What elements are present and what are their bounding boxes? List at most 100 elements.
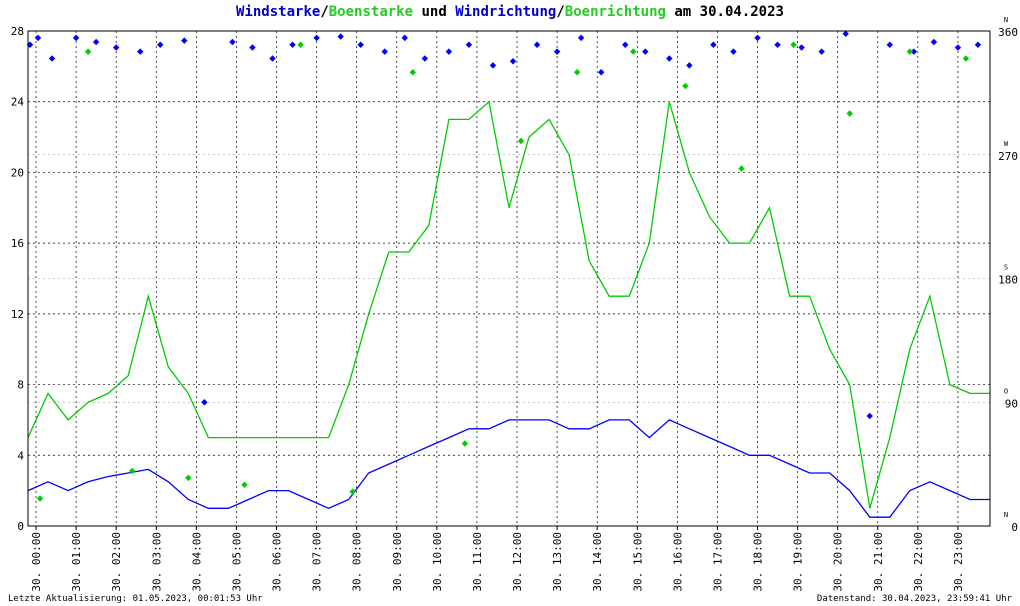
y-right-tick-label: 270 xyxy=(998,150,1018,163)
x-tick-label: 30. 22:00 xyxy=(912,532,925,592)
direction-point-windrichtung xyxy=(686,62,693,69)
direction-point-windrichtung xyxy=(112,44,120,51)
direction-point-windrichtung xyxy=(866,412,873,420)
series-line-windstarke xyxy=(27,419,990,518)
direction-point-windrichtung xyxy=(72,34,80,42)
direction-point-windrichtung xyxy=(269,55,276,62)
direction-point-windrichtung xyxy=(249,44,256,51)
gust-strength-series xyxy=(27,100,990,509)
x-tick-label: 30. 06:00 xyxy=(271,532,284,592)
direction-point-windrichtung xyxy=(445,48,453,55)
direction-point-boenrichtung xyxy=(517,137,525,145)
direction-point-boenrichtung xyxy=(573,69,581,76)
x-tick-label: 30. 16:00 xyxy=(671,532,684,592)
x-tick-label: 30. 02:00 xyxy=(110,532,123,592)
x-tick-label: 30. 15:00 xyxy=(631,532,644,592)
y-left-tick-label: 20 xyxy=(11,166,24,179)
direction-point-windrichtung xyxy=(489,62,497,69)
direction-point-windrichtung xyxy=(229,38,236,46)
direction-point-windrichtung xyxy=(597,69,605,76)
direction-point-boenrichtung xyxy=(297,41,304,48)
direction-point-windrichtung xyxy=(181,37,188,44)
direction-point-windrichtung xyxy=(818,48,825,55)
direction-point-windrichtung xyxy=(954,44,962,51)
direction-point-boenrichtung xyxy=(461,440,469,447)
direction-point-windrichtung xyxy=(48,55,56,62)
direction-point-windrichtung xyxy=(533,41,541,48)
x-tick-label: 30. 17:00 xyxy=(711,532,724,592)
x-tick-label: 30. 09:00 xyxy=(391,532,404,592)
x-tick-label: 30. 21:00 xyxy=(872,532,885,592)
direction-point-windrichtung xyxy=(910,48,918,55)
direction-point-windrichtung xyxy=(774,41,781,48)
title-boenstarke: Boenstarke xyxy=(328,4,414,20)
x-tick-label: 30. 18:00 xyxy=(752,532,765,592)
direction-series xyxy=(26,30,982,502)
direction-point-windrichtung xyxy=(974,41,982,48)
direction-point-boenrichtung xyxy=(241,481,248,488)
direction-point-boenrichtung xyxy=(846,110,853,117)
chart-title: Windstarke/Boenstarke und Windrichtung/B… xyxy=(0,4,1020,20)
title-boenrichtung: Boenrichtung xyxy=(564,4,666,20)
footer-last-update: Letzte Aktualisierung: 01.05.2023, 00:01… xyxy=(8,594,263,604)
title-sep-1: / xyxy=(320,4,329,20)
y-right-tick-label: 90 xyxy=(1005,397,1018,410)
x-tick-label: 30. 23:00 xyxy=(952,532,965,592)
compass-letter: S xyxy=(1004,264,1008,272)
title-date: am 30.04.2023 xyxy=(665,4,784,20)
direction-point-windrichtung xyxy=(553,48,561,55)
direction-point-boenrichtung xyxy=(129,467,136,475)
direction-point-boenrichtung xyxy=(349,488,356,495)
direction-point-windrichtung xyxy=(313,34,320,42)
direction-point-windrichtung xyxy=(798,44,805,51)
direction-point-windrichtung xyxy=(622,41,629,48)
direction-point-windrichtung xyxy=(666,55,673,62)
direction-point-windrichtung xyxy=(92,38,100,46)
x-tick-label: 30. 14:00 xyxy=(591,532,604,592)
direction-point-windrichtung xyxy=(337,33,344,40)
y-left-tick-label: 8 xyxy=(17,379,24,392)
x-tick-label: 30. 08:00 xyxy=(351,532,364,592)
title-mid: und xyxy=(413,4,456,20)
direction-point-boenrichtung xyxy=(738,165,745,172)
direction-point-windrichtung xyxy=(710,41,717,48)
direction-point-windrichtung xyxy=(157,41,164,48)
direction-point-windrichtung xyxy=(137,48,144,55)
direction-point-boenrichtung xyxy=(630,48,637,55)
direction-point-windrichtung xyxy=(509,58,517,65)
x-tick-label: 30. 05:00 xyxy=(230,532,243,592)
direction-point-boenrichtung xyxy=(790,41,797,48)
compass-letter: N xyxy=(1004,16,1008,24)
x-tick-label: 30. 00:00 xyxy=(30,532,43,592)
x-tick-label: 30. 10:00 xyxy=(431,532,444,592)
y-left-tick-label: 0 xyxy=(17,520,24,533)
direction-point-windrichtung xyxy=(730,48,737,55)
x-tick-label: 30. 01:00 xyxy=(70,532,83,592)
title-windrichtung: Windrichtung xyxy=(455,4,557,20)
direction-point-windrichtung xyxy=(465,41,473,48)
x-tick-label: 30. 07:00 xyxy=(311,532,324,592)
x-tick-label: 30. 03:00 xyxy=(150,532,163,592)
y-left-tick-label: 16 xyxy=(11,237,24,250)
direction-point-windrichtung xyxy=(421,55,429,62)
direction-point-boenrichtung xyxy=(682,82,689,90)
y-left-tick-label: 4 xyxy=(17,449,24,462)
compass-letter: N xyxy=(1004,511,1008,519)
direction-point-windrichtung xyxy=(357,41,364,48)
direction-point-windrichtung xyxy=(401,34,408,42)
direction-point-boenrichtung xyxy=(185,474,192,482)
y-left-tick-label: 24 xyxy=(11,96,25,109)
direction-point-windrichtung xyxy=(381,48,388,55)
y-left-tick-label: 28 xyxy=(11,25,24,38)
direction-point-windrichtung xyxy=(886,41,893,48)
y-left-tick-label: 12 xyxy=(11,308,24,321)
x-tick-label: 30. 12:00 xyxy=(511,532,524,592)
compass-letter: O xyxy=(1004,387,1008,395)
direction-point-windrichtung xyxy=(289,41,296,48)
direction-point-boenrichtung xyxy=(962,55,970,62)
title-sep-2: / xyxy=(556,4,565,20)
x-tick-label: 30. 13:00 xyxy=(551,532,564,592)
grid xyxy=(28,31,990,526)
